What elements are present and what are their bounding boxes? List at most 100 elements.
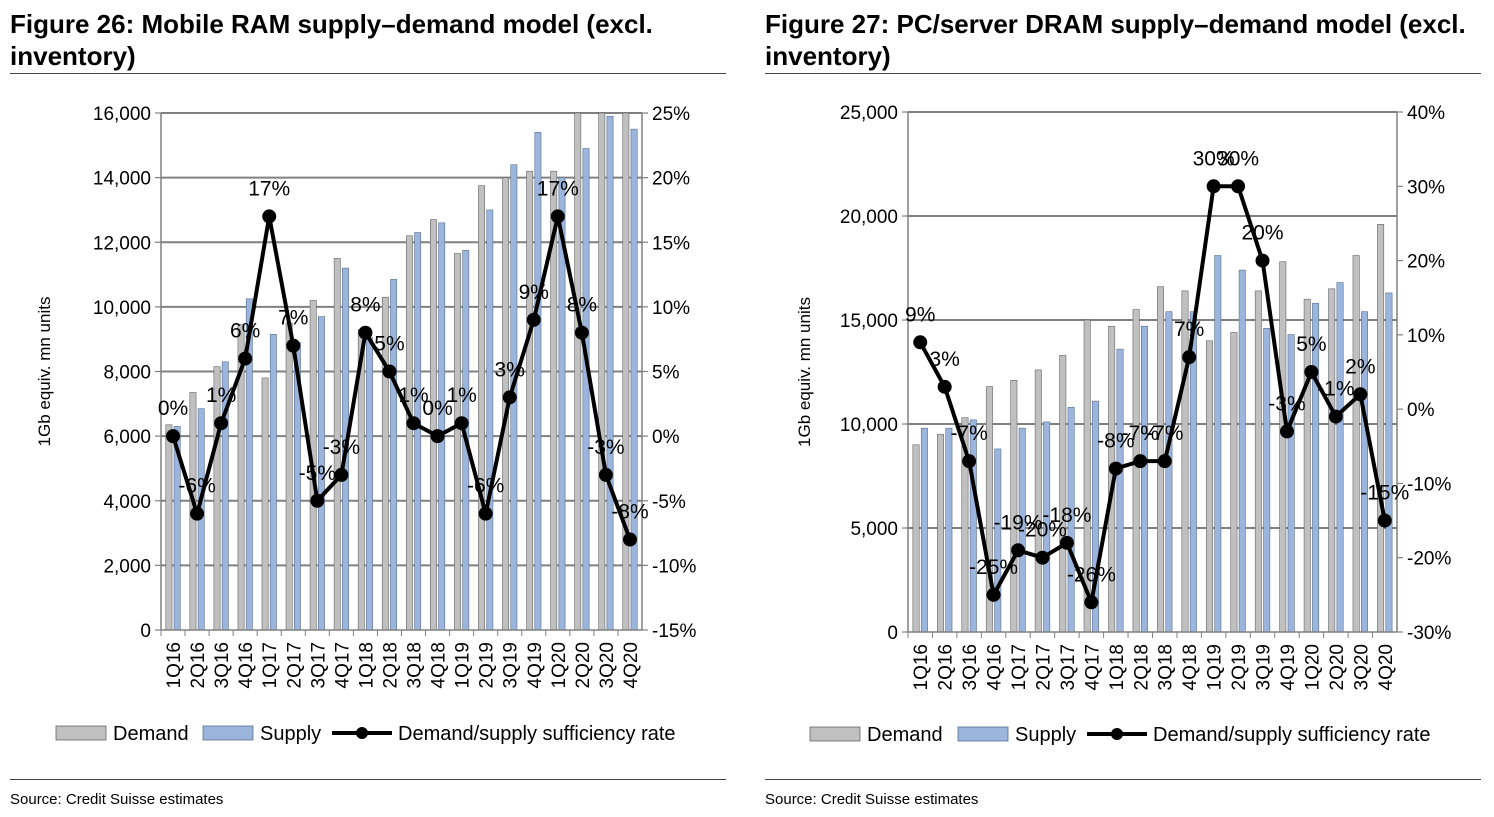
legend-rate-marker [1111,728,1123,740]
y2-tick-label: 15% [652,233,690,254]
demand-bar [165,424,173,631]
supply-bar [630,128,638,631]
sufficiency-point [334,467,349,482]
sufficiency-point [526,312,541,327]
source-divider [765,779,1481,780]
sufficiency-data-label: 6% [230,320,260,343]
demand-bar [1132,309,1140,633]
x-tick-label: 3Q20 [597,642,618,688]
sufficiency-point [1279,424,1294,439]
x-tick-label: 1Q18 [1107,644,1128,690]
legend-demand-swatch [809,726,861,742]
x-tick-label: 2Q17 [1033,644,1054,690]
y-tick-label: 20,000 [840,207,898,228]
x-tick-label: 3Q19 [1254,644,1275,690]
y2-tick-label: -15% [652,621,696,642]
sufficiency-data-label: 9% [905,303,935,326]
y-tick-label: 0 [140,621,151,642]
sufficiency-data-label: 2% [1345,355,1375,378]
demand-bar [1279,261,1287,633]
demand-bar [261,377,269,631]
sufficiency-point [286,338,301,353]
supply-bar [366,337,373,631]
sufficiency-data-label: 8% [350,294,380,317]
sufficiency-data-label: -3% [323,436,360,459]
figure-27-title: Figure 27: PC/server DRAM supply–demand … [765,9,1466,71]
y-axis-title: 1Gb equiv. mn units [795,297,814,447]
sufficiency-point [1206,179,1221,194]
sufficiency-point [1084,595,1099,610]
demand-bar [454,253,461,631]
figure-27-chart: 05,00010,00015,00020,00025,000-30%-20%-1… [795,103,1451,746]
supply-bar [1385,292,1393,633]
x-tick-label: 3Q20 [1351,644,1372,690]
demand-bar [1352,255,1360,633]
sufficiency-point [598,467,613,482]
x-tick-label: 3Q18 [405,642,426,688]
title-divider [765,73,1481,74]
sufficiency-data-label: 1% [446,384,476,407]
legend-supply-swatch [957,726,1009,742]
y-tick-label: 6,000 [103,427,151,448]
figure-27-source: Source: Credit Suisse estimates [765,791,979,808]
sufficiency-data-label: 0% [158,397,188,420]
x-tick-label: 1Q17 [260,642,281,688]
x-tick-label: 4Q16 [236,642,257,688]
supply-bar [1287,334,1295,633]
x-tick-label: 4Q18 [1180,644,1201,690]
y-tick-label: 0 [887,623,898,644]
sufficiency-point [1353,387,1368,402]
y-tick-label: 16,000 [93,104,151,125]
sufficiency-point [358,325,373,340]
x-tick-label: 2Q20 [1327,644,1348,690]
supply-bar [486,209,494,631]
demand-bar [526,170,534,631]
y2-tick-label: 30% [1407,177,1445,198]
x-tick-label: 1Q18 [356,642,377,688]
x-tick-label: 2Q18 [380,642,401,688]
sufficiency-point [310,493,325,508]
sufficiency-point [238,351,253,366]
legend-supply-swatch [202,725,254,741]
y2-tick-label: 10% [652,298,690,319]
sufficiency-point [1182,350,1197,365]
y2-tick-label: 10% [1407,326,1445,347]
sufficiency-data-label: -15% [1360,482,1409,505]
source-divider [10,779,726,780]
y-tick-label: 10,000 [840,415,898,436]
y2-tick-label: -5% [652,492,686,513]
x-tick-label: 3Q16 [212,642,233,688]
supply-bar [1238,269,1246,633]
figure-26-title: Figure 26: Mobile RAM supply–demand mode… [10,9,653,71]
demand-bar [937,434,944,633]
legend-rate-label: Demand/supply sufficiency rate [398,723,676,745]
sufficiency-point [1231,179,1246,194]
sufficiency-point [622,532,637,547]
demand-bar [912,444,920,633]
y2-tick-label: 20% [1407,252,1445,273]
sufficiency-point [1035,550,1050,565]
sufficiency-point [1304,365,1319,379]
supply-bar [1214,255,1222,633]
y-tick-label: 4,000 [103,492,151,513]
title-divider [10,73,726,74]
sufficiency-point [550,209,565,224]
y-tick-label: 14,000 [93,169,151,190]
supply-bar [945,427,953,633]
supply-bar [1336,282,1344,633]
demand-bar [1254,290,1262,633]
sufficiency-line [171,214,632,541]
y2-tick-label: 5% [652,363,680,384]
sufficiency-point [406,416,421,431]
sufficiency-point [986,587,1001,602]
sufficiency-point [262,209,277,224]
sufficiency-data-label: 3% [495,358,525,381]
x-tick-label: 4Q16 [985,644,1006,690]
sufficiency-data-label: -3% [587,436,624,459]
sufficiency-data-label: -7% [950,422,987,445]
y-tick-label: 5,000 [850,519,898,540]
y-tick-label: 25,000 [840,103,898,124]
demand-bar [1205,340,1213,633]
sufficiency-point [1328,409,1343,424]
sufficiency-data-label: 30% [1193,147,1235,170]
